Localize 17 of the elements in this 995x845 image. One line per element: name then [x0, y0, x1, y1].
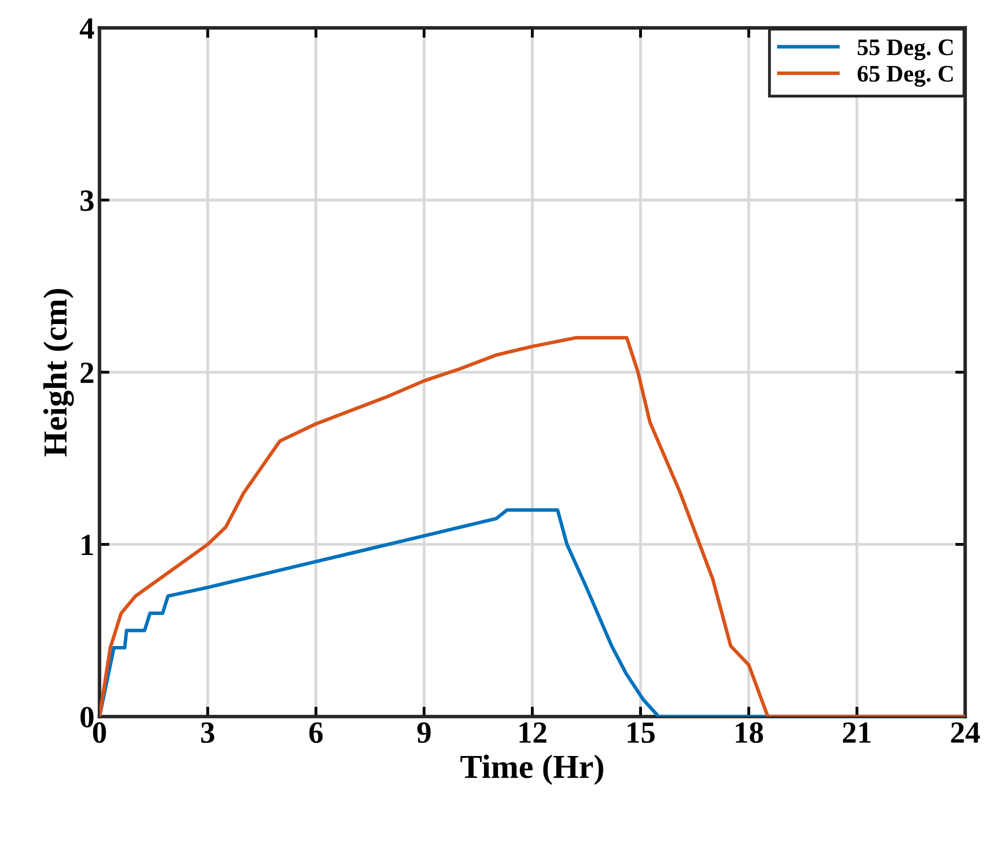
y-tick-label: 0 [80, 706, 94, 728]
x-axis-title: Time (Hr) [460, 754, 604, 785]
x-tick-label: 9 [417, 722, 431, 743]
legend-label: 65 Deg. C [858, 66, 953, 87]
y-tick-label: 1 [82, 534, 94, 555]
x-tick-label: 3 [201, 722, 214, 743]
x-tick-label: 21 [842, 722, 871, 743]
y-tick-label: 3 [80, 190, 94, 211]
y-tick-label: 2 [80, 362, 94, 383]
x-tick-label: 18 [736, 722, 764, 743]
y-tick-label: 4 [80, 18, 94, 38]
x-tick-label: 12 [519, 722, 546, 743]
legend-label: 55 Deg. C [858, 39, 953, 60]
x-tick-label: 24 [951, 722, 980, 743]
x-tick-label: 6 [309, 722, 323, 743]
y-axis-title: Height (cm) [43, 288, 74, 456]
x-tick-label: 15 [628, 722, 655, 743]
